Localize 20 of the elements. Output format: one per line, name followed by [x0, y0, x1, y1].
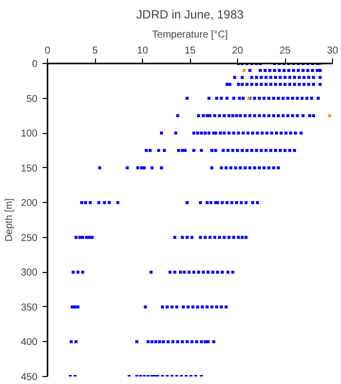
y-tick-label: 50: [26, 94, 38, 105]
y-tick-label: 400: [20, 337, 38, 348]
y-tick-label: 300: [20, 268, 38, 279]
x-tick-label: 25: [279, 46, 291, 56]
x-tick-label: 10: [136, 46, 148, 56]
x-tick-label: 15: [184, 46, 196, 56]
x-tick-label: 5: [92, 46, 98, 56]
x-tick-label: 30: [326, 46, 338, 56]
x-axis-title: Temperature [°C]: [152, 30, 228, 40]
y-tick-label: 450: [20, 372, 38, 383]
y-tick-label: 200: [20, 198, 38, 210]
y-tick-label: 350: [20, 302, 38, 314]
x-tick-label: 20: [232, 46, 244, 56]
y-tick-label: 250: [20, 232, 38, 244]
chart-title: JDRD in June, 1983: [136, 8, 244, 22]
x-tick-label: 0: [44, 46, 51, 56]
y-tick-label: 150: [20, 163, 38, 174]
y-tick-label: 100: [20, 128, 38, 140]
y-axis-title: Depth [m]: [4, 198, 15, 242]
y-tick-label: 0: [32, 59, 38, 70]
